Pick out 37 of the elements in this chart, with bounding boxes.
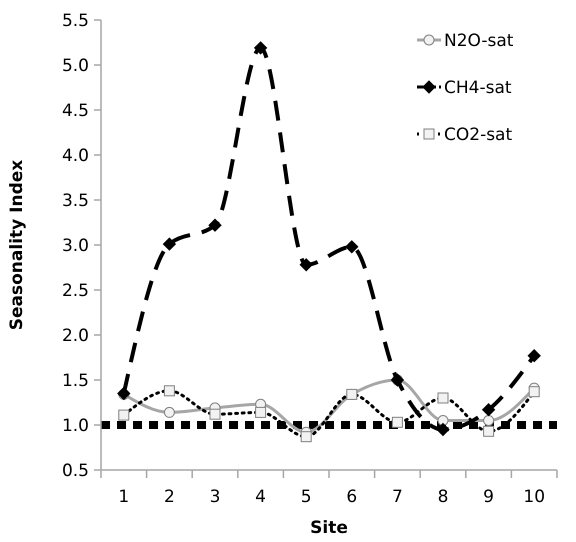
y-tick-label: 1.0	[62, 416, 89, 436]
x-tick-label: 10	[523, 487, 546, 507]
point	[528, 349, 541, 362]
y-tick-label: 0.5	[62, 460, 89, 481]
y-axis-title: Seasonality Index	[7, 160, 27, 330]
point	[164, 406, 175, 418]
y-tick-label: 4.5	[62, 100, 89, 121]
point	[438, 415, 448, 426]
x-axis-title: Site	[310, 518, 348, 538]
x-tick-label: 1	[118, 487, 130, 507]
x-tick-label: 7	[392, 487, 403, 507]
legend-label: CO2-sat	[444, 124, 512, 145]
point	[436, 423, 450, 436]
y-tick-label: 5.5	[62, 10, 89, 31]
y-tick-label: 3.0	[62, 236, 89, 256]
point	[300, 258, 313, 272]
y-tick-label: 4.0	[62, 146, 89, 166]
x-tick-label: 4	[255, 487, 266, 507]
x-tick-label: 3	[210, 487, 220, 507]
y-tick-label: 3.5	[62, 190, 89, 211]
x-tick-label: 2	[164, 487, 175, 507]
point	[345, 240, 358, 254]
point	[254, 41, 268, 54]
x-tick-label: 6	[346, 487, 358, 507]
x-tick-label: 5	[300, 487, 312, 507]
legend-label: N2O-sat	[444, 30, 514, 51]
point	[162, 238, 176, 251]
point	[483, 415, 494, 426]
y-tick-label: 2.5	[62, 280, 89, 301]
point	[482, 403, 496, 416]
y-tick-label: 1.5	[62, 370, 89, 391]
x-tick-label: 8	[438, 487, 448, 507]
point	[208, 218, 222, 232]
y-tick-label: 5.0	[62, 56, 89, 76]
y-tick-label: 2.0	[62, 326, 89, 346]
x-tick-label: 9	[483, 487, 494, 507]
legend-label: CH4-sat	[444, 78, 512, 98]
